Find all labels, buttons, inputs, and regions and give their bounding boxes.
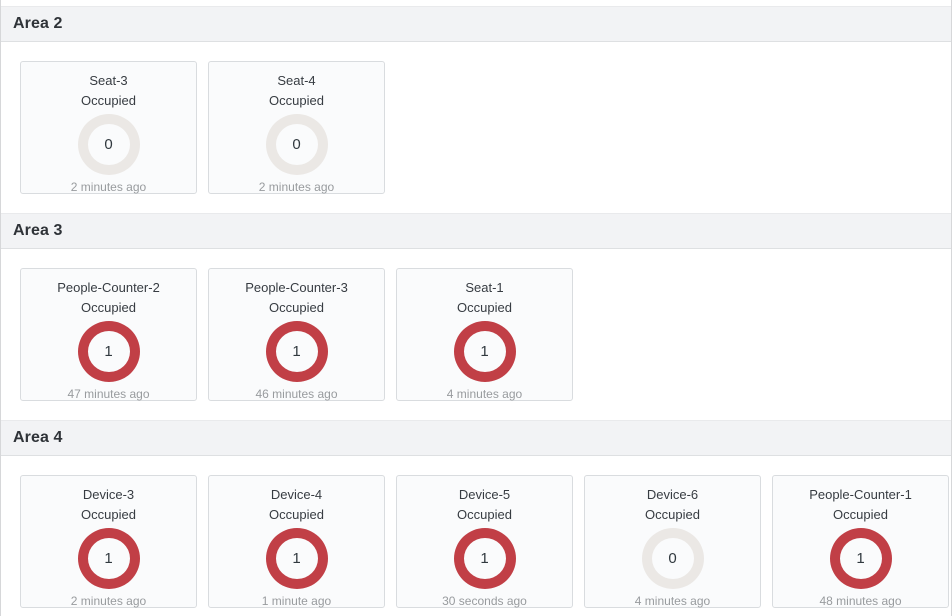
device-status-label: Occupied <box>81 300 136 315</box>
last-updated-timestamp: 46 minutes ago <box>255 387 338 401</box>
device-name: Seat-3 <box>89 73 128 88</box>
device-name: Device-4 <box>270 487 323 502</box>
occupancy-value: 1 <box>292 343 301 360</box>
area-section: Area 4 Device-3 Occupied 1 2 minutes ago… <box>1 420 951 616</box>
device-status-label: Occupied <box>81 93 136 108</box>
area-body: Seat-3 Occupied 0 2 minutes ago Seat-4 O… <box>1 42 951 213</box>
area-header: Area 2 <box>1 6 951 42</box>
device-card[interactable]: Device-6 Occupied 0 4 minutes ago <box>584 475 761 608</box>
occupancy-ring: 1 <box>265 528 328 589</box>
last-updated-timestamp: 47 minutes ago <box>67 387 150 401</box>
last-updated-timestamp: 2 minutes ago <box>258 180 335 194</box>
area-sections-container: Area 2 Seat-3 Occupied 0 2 minutes ago S… <box>1 6 951 616</box>
device-card[interactable]: People-Counter-1 Occupied 1 48 minutes a… <box>772 475 949 608</box>
device-status-label: Occupied <box>833 507 888 522</box>
device-card[interactable]: Device-5 Occupied 1 30 seconds ago <box>396 475 573 608</box>
device-name: Seat-1 <box>465 280 504 295</box>
occupancy-value: 0 <box>104 136 113 153</box>
occupancy-value: 0 <box>668 550 677 567</box>
device-name: Device-3 <box>82 487 135 502</box>
occupancy-value: 1 <box>104 550 113 567</box>
occupancy-value: 1 <box>856 550 865 567</box>
device-card[interactable]: Seat-3 Occupied 0 2 minutes ago <box>20 61 197 194</box>
last-updated-timestamp: 2 minutes ago <box>70 594 147 608</box>
device-name: People-Counter-1 <box>809 487 912 502</box>
device-name: People-Counter-2 <box>57 280 160 295</box>
area-header: Area 3 <box>1 213 951 249</box>
last-updated-timestamp: 48 minutes ago <box>819 594 902 608</box>
device-name: People-Counter-3 <box>245 280 348 295</box>
device-name: Device-5 <box>458 487 511 502</box>
occupancy-ring: 0 <box>77 114 140 175</box>
area-header: Area 4 <box>1 420 951 456</box>
device-name: Seat-4 <box>277 73 316 88</box>
device-status-label: Occupied <box>269 93 324 108</box>
area-title: Area 3 <box>13 222 63 239</box>
occupancy-ring: 0 <box>641 528 704 589</box>
device-name: Device-6 <box>646 487 699 502</box>
device-status-label: Occupied <box>269 300 324 315</box>
device-card[interactable]: Seat-4 Occupied 0 2 minutes ago <box>208 61 385 194</box>
device-card[interactable]: Seat-1 Occupied 1 4 minutes ago <box>396 268 573 401</box>
occupancy-ring: 0 <box>265 114 328 175</box>
occupancy-value: 0 <box>292 136 301 153</box>
occupancy-ring: 1 <box>453 321 516 382</box>
occupancy-ring: 1 <box>265 321 328 382</box>
device-status-label: Occupied <box>457 300 512 315</box>
previous-section-remnant <box>1 0 951 6</box>
occupancy-ring: 1 <box>77 321 140 382</box>
area-body: Device-3 Occupied 1 2 minutes ago Device… <box>1 456 951 616</box>
area-title: Area 2 <box>13 15 63 32</box>
occupancy-value: 1 <box>292 550 301 567</box>
device-card[interactable]: Device-4 Occupied 1 1 minute ago <box>208 475 385 608</box>
occupancy-ring: 1 <box>453 528 516 589</box>
last-updated-timestamp: 4 minutes ago <box>446 387 523 401</box>
occupancy-ring: 1 <box>77 528 140 589</box>
occupancy-value: 1 <box>104 343 113 360</box>
device-card[interactable]: People-Counter-3 Occupied 1 46 minutes a… <box>208 268 385 401</box>
last-updated-timestamp: 1 minute ago <box>261 594 332 608</box>
device-status-label: Occupied <box>457 507 512 522</box>
occupancy-ring: 1 <box>829 528 892 589</box>
last-updated-timestamp: 2 minutes ago <box>70 180 147 194</box>
area-title: Area 4 <box>13 429 63 446</box>
device-card[interactable]: Device-3 Occupied 1 2 minutes ago <box>20 475 197 608</box>
device-status-label: Occupied <box>645 507 700 522</box>
occupancy-value: 1 <box>480 550 489 567</box>
device-status-label: Occupied <box>269 507 324 522</box>
area-section: Area 2 Seat-3 Occupied 0 2 minutes ago S… <box>1 6 951 213</box>
device-status-label: Occupied <box>81 507 136 522</box>
area-body: People-Counter-2 Occupied 1 47 minutes a… <box>1 249 951 420</box>
device-card[interactable]: People-Counter-2 Occupied 1 47 minutes a… <box>20 268 197 401</box>
occupancy-value: 1 <box>480 343 489 360</box>
last-updated-timestamp: 4 minutes ago <box>634 594 711 608</box>
last-updated-timestamp: 30 seconds ago <box>442 594 527 608</box>
area-section: Area 3 People-Counter-2 Occupied 1 47 mi… <box>1 213 951 420</box>
